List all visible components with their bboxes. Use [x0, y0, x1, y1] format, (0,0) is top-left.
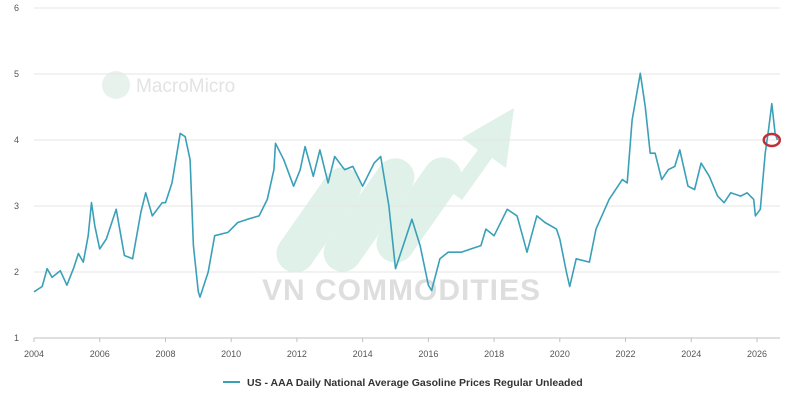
watermark-layer: MacroMicro VN COMMODITIES [102, 71, 541, 307]
y-tick-label: 2 [14, 267, 19, 277]
macromicro-watermark-text: MacroMicro [136, 76, 235, 97]
x-tick-label: 2020 [550, 349, 570, 359]
logo-stripe-1 [276, 167, 362, 273]
macromicro-logo-icon [102, 71, 130, 99]
highlight-layer [762, 132, 782, 148]
series-line-gasoline-price [33, 72, 779, 298]
y-tick-label: 1 [14, 333, 19, 343]
logo-stripe-3 [376, 157, 462, 263]
legend[interactable]: US - AAA Daily National Average Gasoline… [223, 377, 583, 389]
y-tick-label: 4 [14, 135, 19, 145]
macromicro-watermark: MacroMicro [102, 71, 235, 99]
y-tick-label: 5 [14, 69, 19, 79]
grid-lines [34, 7, 780, 273]
x-tick-label: 2018 [484, 349, 504, 359]
x-tick-label: 2006 [90, 349, 110, 359]
vn-commodities-watermark-text: VN COMMODITIES [262, 274, 541, 307]
logo-arrow-icon [448, 108, 514, 200]
series-layer [33, 72, 779, 298]
x-tick-label: 2010 [221, 349, 241, 359]
y-tick-labels: 1 2 3 4 5 6 [14, 3, 19, 343]
x-tick-label: 2014 [353, 349, 373, 359]
x-tick-label: 2016 [418, 349, 438, 359]
x-tick-label: 2022 [616, 349, 636, 359]
x-tick-label: 2004 [24, 349, 44, 359]
vn-commodities-logo-icon [276, 108, 514, 273]
x-tick-label: 2012 [287, 349, 307, 359]
highlight-circle [762, 132, 782, 148]
logo-stripe-2 [323, 158, 415, 272]
y-tick-label: 6 [14, 3, 19, 13]
x-tick-label: 2008 [155, 349, 175, 359]
legend-label: US - AAA Daily National Average Gasoline… [247, 377, 583, 389]
x-tick-labels: 2004 2006 2008 2010 2012 2014 2016 2018 2020 2022… [24, 338, 767, 359]
x-tick-label: 2024 [681, 349, 701, 359]
y-tick-label: 3 [14, 201, 19, 211]
x-tick-label: 2026 [747, 349, 767, 359]
